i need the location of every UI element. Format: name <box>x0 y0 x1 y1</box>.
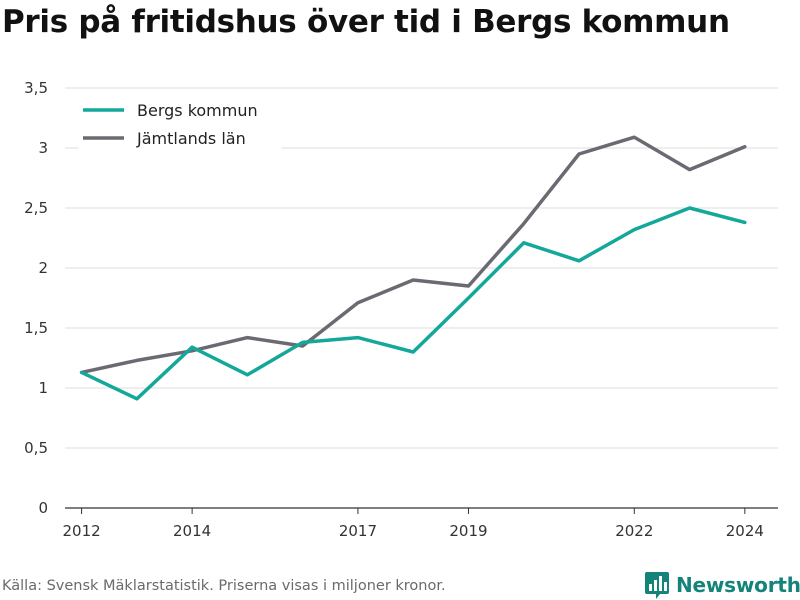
x-tick-label: 2014 <box>173 522 211 540</box>
x-axis-tick-labels: 2012 2014 2017 2019 2022 2024 <box>62 508 764 540</box>
newsworthy-logo-icon <box>645 572 669 599</box>
legend-label: Jämtlands län <box>136 129 246 148</box>
line-chart: 0 0,5 1 1,5 2 2,5 3 3,5 2012 2014 2017 2019 2022 202… <box>24 79 778 540</box>
x-tick-label: 2022 <box>615 522 653 540</box>
y-tick-label: 2 <box>38 259 48 277</box>
y-tick-label: 0,5 <box>24 439 48 457</box>
x-tick-label: 2019 <box>449 522 487 540</box>
y-tick-label: 0 <box>38 499 48 517</box>
legend-label: Bergs kommun <box>137 101 258 120</box>
y-tick-label: 3,5 <box>24 79 48 97</box>
source-note: Källa: Svensk Mäklarstatistik. Priserna … <box>2 578 446 594</box>
x-tick-label: 2017 <box>339 522 377 540</box>
y-tick-label: 1 <box>38 379 48 397</box>
chart-title: Pris på fritidshus över tid i Bergs komm… <box>2 4 730 40</box>
legend-background <box>78 94 282 152</box>
x-tick-label: 2024 <box>726 522 764 540</box>
x-tick-label: 2012 <box>62 522 100 540</box>
y-tick-label: 1,5 <box>24 319 48 337</box>
brand-name: Newsworthy <box>676 573 800 597</box>
legend: Bergs kommun Jämtlands län <box>78 94 282 152</box>
series-line-bergs-kommun <box>79 206 747 401</box>
series-lines <box>79 135 747 401</box>
brand-logo: Newsworthy <box>644 570 800 600</box>
y-axis-tick-labels: 0 0,5 1 1,5 2 2,5 3 3,5 <box>24 79 48 517</box>
y-tick-label: 2,5 <box>24 199 48 217</box>
series-line-jämtlands-län <box>79 135 747 375</box>
grid-lines <box>65 87 778 509</box>
y-tick-label: 3 <box>38 139 48 157</box>
